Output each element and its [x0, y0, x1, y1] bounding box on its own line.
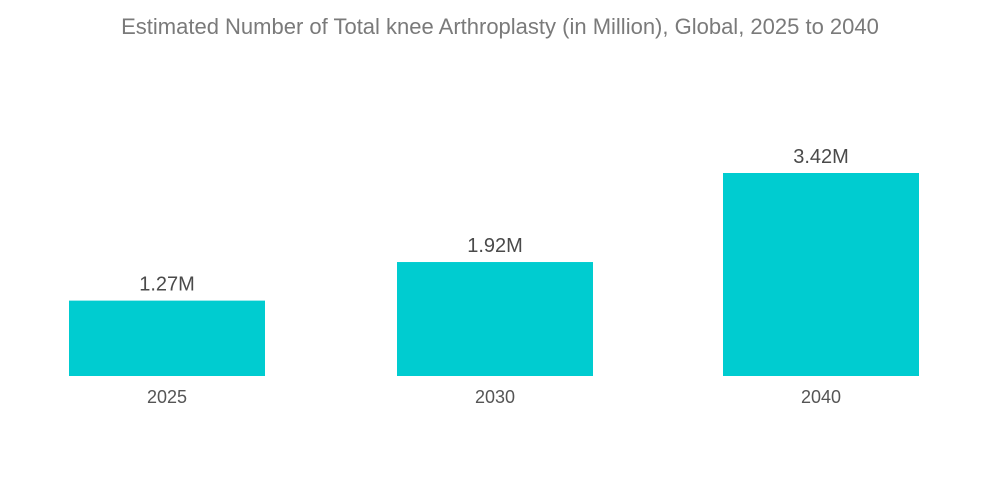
bar-2025	[69, 300, 265, 376]
bar-2040	[723, 173, 919, 376]
bar-2030	[397, 262, 593, 376]
chart-title: Estimated Number of Total knee Arthropla…	[121, 14, 879, 39]
x-tick-label-2040: 2040	[801, 387, 841, 407]
data-label-2030: 1.92M	[467, 235, 523, 257]
data-label-2040: 3.42M	[793, 146, 849, 168]
x-tick-label-2025: 2025	[147, 387, 187, 407]
x-tick-label-2030: 2030	[475, 387, 515, 407]
data-label-2025: 1.27M	[139, 274, 195, 296]
